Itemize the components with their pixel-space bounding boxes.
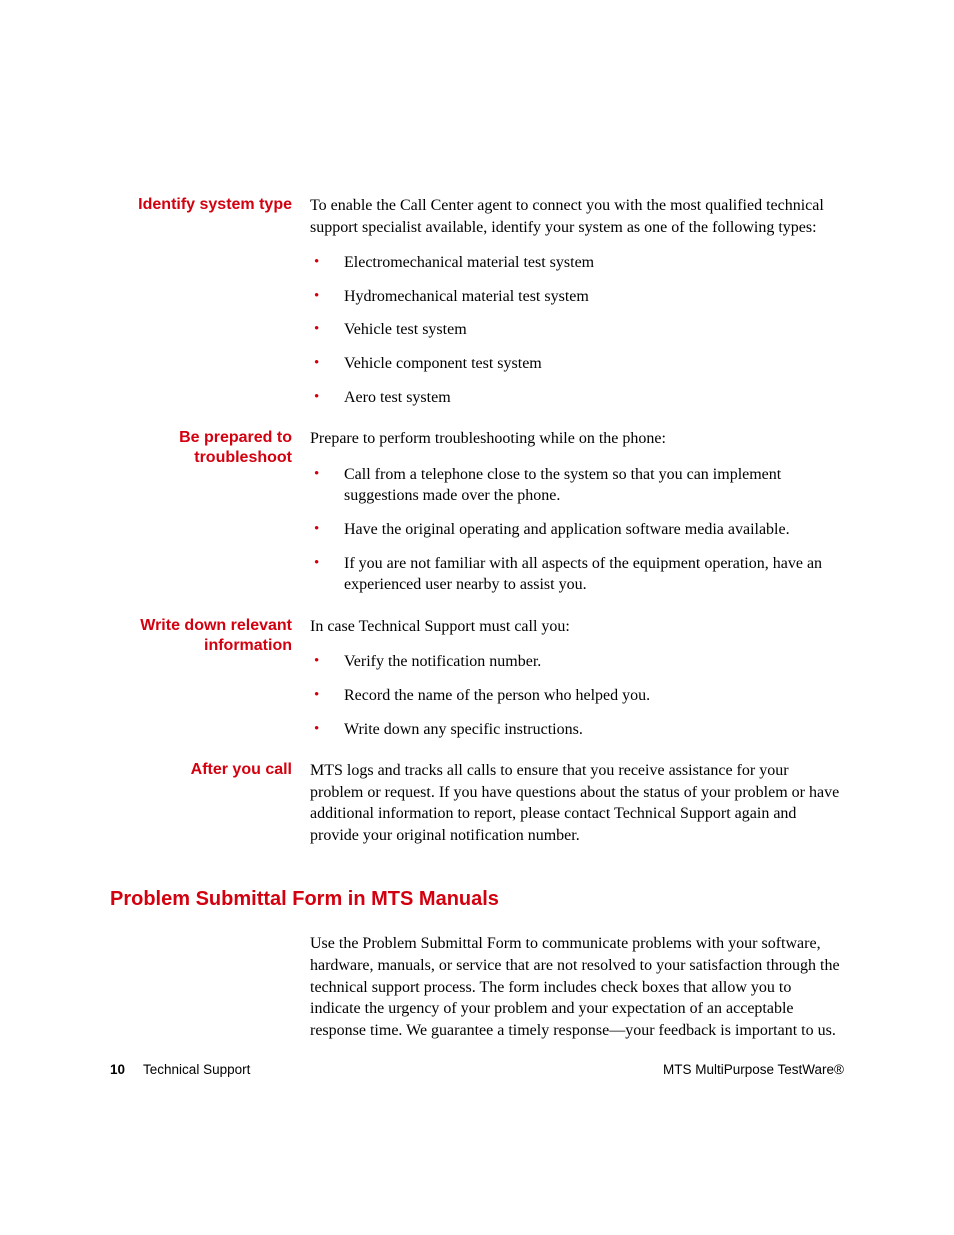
section-content: Prepare to perform troubleshooting while… (310, 428, 844, 610)
bullet-item: If you are not familiar with all aspects… (310, 553, 844, 596)
intro-paragraph: Prepare to perform troubleshooting while… (310, 428, 844, 450)
side-label: Write down relevant information (110, 616, 310, 656)
bullet-item: Call from a telephone close to the syste… (310, 464, 844, 507)
section-identify-system-type: Identify system type To enable the Call … (110, 195, 844, 422)
bullet-item: Verify the notification number. (310, 651, 844, 673)
intro-paragraph: In case Technical Support must call you: (310, 616, 844, 638)
section-content: MTS logs and tracks all calls to ensure … (310, 760, 844, 860)
bullet-list: Electromechanical material test system H… (310, 252, 844, 408)
intro-paragraph: MTS logs and tracks all calls to ensure … (310, 760, 844, 846)
section-be-prepared: Be prepared to troubleshoot Prepare to p… (110, 428, 844, 610)
footer-section-title: Technical Support (143, 1062, 250, 1077)
page-footer: 10 Technical Support MTS MultiPurpose Te… (0, 1062, 954, 1077)
footer-left: 10 Technical Support (110, 1062, 250, 1077)
main-heading: Problem Submittal Form in MTS Manuals (110, 888, 844, 911)
bullet-item: Vehicle test system (310, 319, 844, 341)
bullet-item: Write down any specific instructions. (310, 719, 844, 741)
side-label: After you call (110, 760, 310, 780)
bullet-item: Aero test system (310, 387, 844, 409)
page-number: 10 (110, 1062, 125, 1077)
bullet-list: Call from a telephone close to the syste… (310, 464, 844, 596)
main-body-content: Use the Problem Submittal Form to commun… (310, 933, 844, 1055)
bullet-item: Hydromechanical material test system (310, 286, 844, 308)
document-page: Identify system type To enable the Call … (0, 0, 954, 1235)
section-after-you-call: After you call MTS logs and tracks all c… (110, 760, 844, 860)
section-content: To enable the Call Center agent to conne… (310, 195, 844, 422)
side-label: Identify system type (110, 195, 310, 215)
bullet-list: Verify the notification number. Record t… (310, 651, 844, 740)
footer-product-name: MTS MultiPurpose TestWare® (663, 1062, 844, 1077)
intro-paragraph: To enable the Call Center agent to conne… (310, 195, 844, 238)
main-body-paragraph: Use the Problem Submittal Form to commun… (310, 933, 844, 1041)
bullet-item: Have the original operating and applicat… (310, 519, 844, 541)
bullet-item: Record the name of the person who helped… (310, 685, 844, 707)
side-label: Be prepared to troubleshoot (110, 428, 310, 468)
bullet-item: Electromechanical material test system (310, 252, 844, 274)
footer-right: MTS MultiPurpose TestWare® (663, 1062, 844, 1077)
main-body-row: Use the Problem Submittal Form to commun… (110, 933, 844, 1055)
section-content: In case Technical Support must call you:… (310, 616, 844, 754)
section-write-down: Write down relevant information In case … (110, 616, 844, 754)
bullet-item: Vehicle component test system (310, 353, 844, 375)
